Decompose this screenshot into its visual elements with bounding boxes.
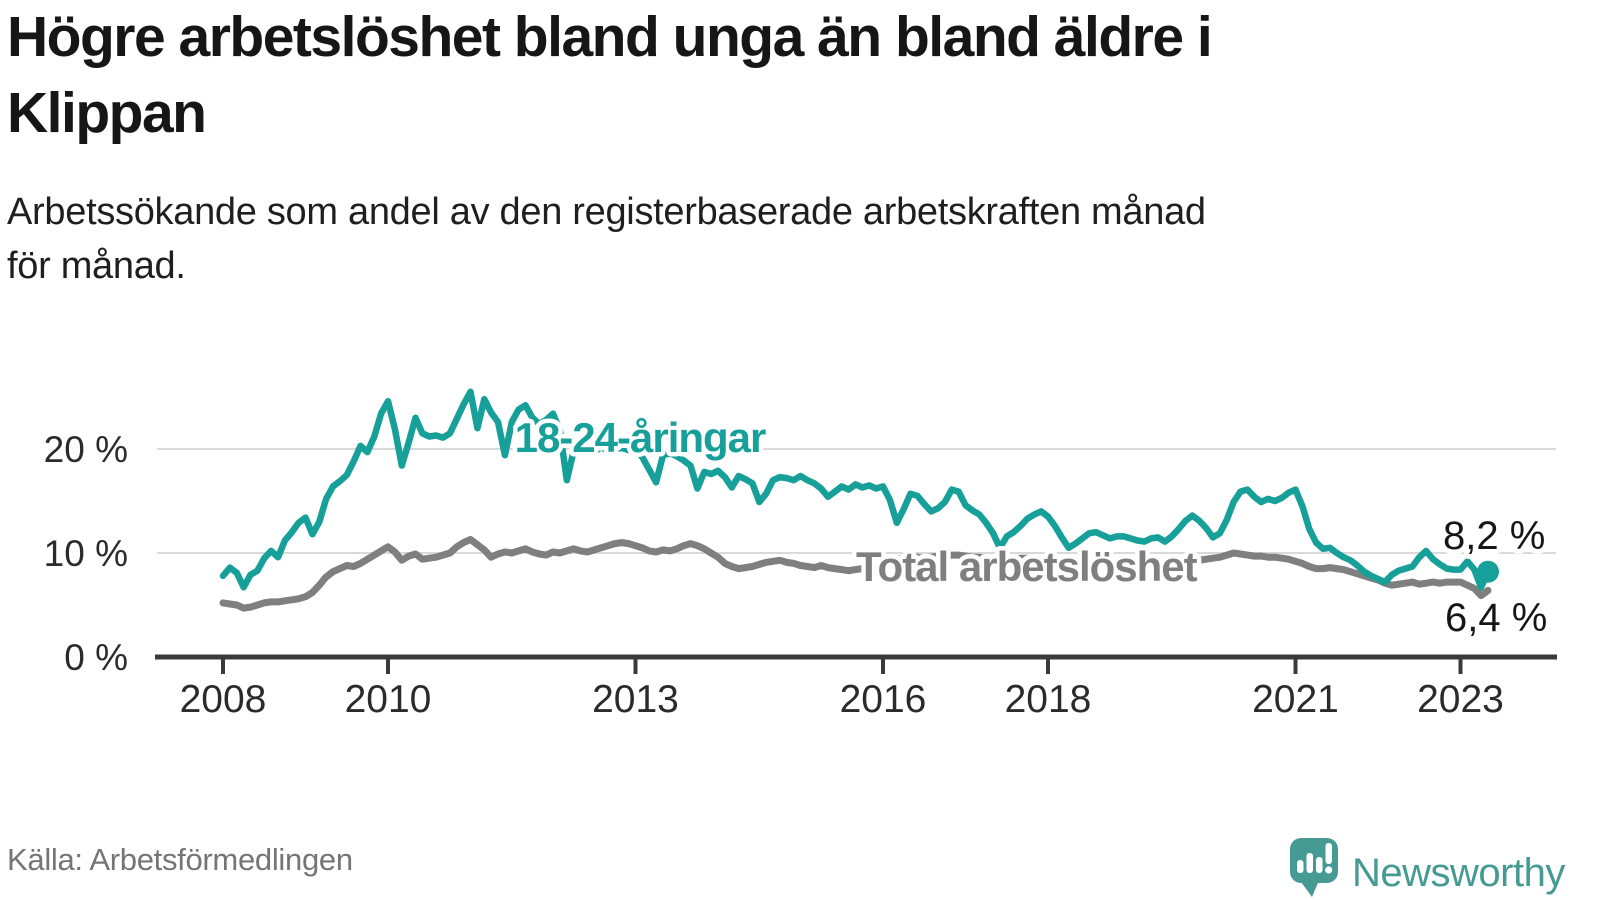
subtitle-line-1: Arbetssökande som andel av den registerb…: [7, 191, 1206, 233]
speech-bubble-bar-chart-exclamation-icon: [1290, 838, 1338, 897]
y-tick-label-10: 10 %: [44, 533, 128, 574]
x-tick-label-2023: 2023: [1417, 678, 1504, 721]
gridlines: [157, 448, 1556, 554]
end-value-label-young: 8,2 %: [1443, 514, 1545, 558]
chart-subtitle: Arbetssökande som andel av den registerb…: [7, 186, 1567, 294]
x-tick-label-2010: 2010: [345, 678, 432, 721]
brand-name: Newsworthy: [1352, 851, 1565, 895]
x-axis-labels: 2008 2010 2013 2016 2018 2021 2023: [180, 678, 1504, 721]
line-series-18-24-aringar: [219, 388, 1492, 591]
subtitle-line-2: för månad.: [7, 244, 186, 287]
newsworthy-logo: Newsworthy: [1290, 838, 1566, 897]
title-line-1: Högre arbetslöshet bland unga än bland ä…: [7, 5, 1213, 69]
x-tick-label-2013: 2013: [592, 678, 679, 721]
y-tick-label-20: 20 %: [44, 429, 128, 470]
x-axis-ticks: [221, 657, 1463, 674]
source-attribution: Källa: Arbetsförmedlingen: [7, 842, 353, 877]
end-value-label-total: 6,4 %: [1445, 596, 1547, 640]
y-axis-labels: 20 % 10 % 0 %: [44, 429, 128, 678]
page-title: Högre arbetslöshet bland unga än bland ä…: [7, 0, 1567, 152]
x-tick-label-2021: 2021: [1252, 678, 1339, 721]
title-line-2: Klippan: [7, 80, 207, 145]
line-series-total-arbetsloshet: [219, 536, 1492, 612]
x-tick-label-2016: 2016: [840, 678, 927, 721]
y-tick-label-0: 0 %: [64, 637, 128, 678]
x-tick-label-2008: 2008: [180, 678, 267, 721]
series-label-total: Total arbetslöshet: [856, 543, 1198, 590]
series-label-young: 18-24-åringar: [515, 414, 766, 461]
series-end-dot: [1477, 560, 1499, 583]
x-tick-label-2018: 2018: [1005, 678, 1092, 721]
